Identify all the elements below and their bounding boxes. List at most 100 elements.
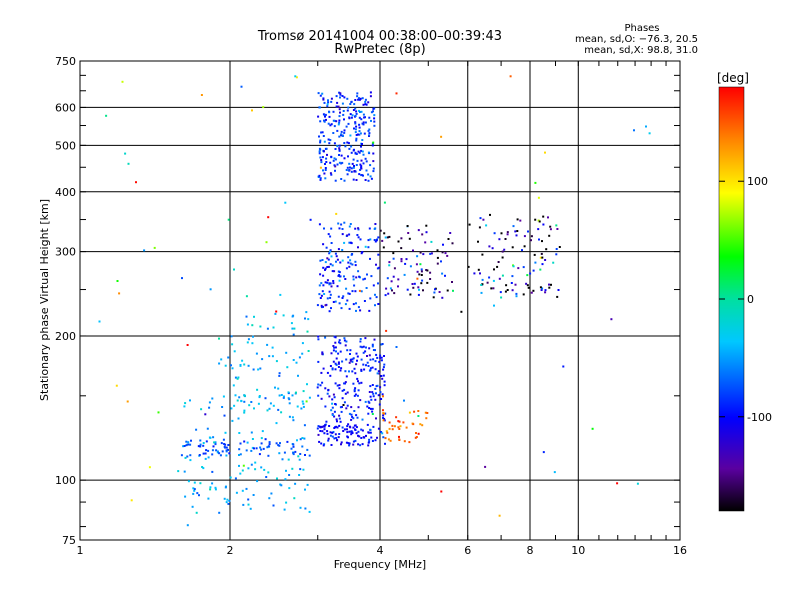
data-point xyxy=(514,230,517,233)
data-point xyxy=(240,85,243,88)
data-point xyxy=(351,162,354,165)
data-point xyxy=(420,282,423,285)
data-point xyxy=(328,252,331,255)
data-point xyxy=(547,216,549,219)
data-point xyxy=(350,433,353,436)
data-point xyxy=(369,395,372,398)
data-point xyxy=(371,413,374,415)
data-point xyxy=(318,293,321,296)
data-point xyxy=(345,169,348,171)
data-point xyxy=(338,417,341,420)
data-point xyxy=(354,227,357,230)
data-point xyxy=(285,501,288,504)
data-point xyxy=(405,258,408,261)
data-point xyxy=(359,340,362,343)
data-point xyxy=(368,309,371,312)
colorbar-label: [deg] xyxy=(717,71,749,85)
data-point xyxy=(530,235,533,238)
data-point xyxy=(352,303,355,306)
data-point xyxy=(334,362,337,365)
data-point xyxy=(522,266,525,269)
data-point xyxy=(218,337,220,340)
data-point xyxy=(384,294,387,297)
data-point xyxy=(327,233,330,236)
data-point xyxy=(354,264,357,267)
data-point xyxy=(359,132,362,135)
data-point xyxy=(504,238,507,240)
data-point xyxy=(323,101,326,104)
data-point xyxy=(355,112,358,115)
data-point xyxy=(325,147,328,150)
data-point xyxy=(223,414,226,417)
data-point xyxy=(430,240,433,243)
data-point xyxy=(341,228,344,230)
data-point xyxy=(354,128,357,131)
data-point xyxy=(334,403,337,405)
data-point xyxy=(354,107,357,110)
data-point xyxy=(432,296,435,299)
data-point xyxy=(360,159,363,162)
data-point xyxy=(302,402,305,405)
data-point xyxy=(324,163,326,165)
data-point xyxy=(118,292,121,295)
data-point xyxy=(352,382,355,385)
data-point xyxy=(350,145,353,148)
data-point xyxy=(317,335,320,338)
data-point xyxy=(452,289,454,292)
data-point xyxy=(425,417,428,420)
data-point xyxy=(182,445,185,448)
data-point xyxy=(332,159,335,162)
data-point xyxy=(329,434,332,437)
data-point xyxy=(202,452,205,455)
data-point xyxy=(340,223,343,226)
data-point xyxy=(509,75,512,78)
data-point xyxy=(218,452,221,455)
data-point xyxy=(338,121,341,124)
data-point xyxy=(205,449,208,452)
data-point xyxy=(224,446,227,449)
data-point xyxy=(515,292,518,295)
data-point xyxy=(250,431,253,434)
data-point xyxy=(388,261,391,264)
data-point xyxy=(332,132,335,134)
data-point xyxy=(223,443,226,445)
data-point xyxy=(424,241,427,244)
data-point xyxy=(345,340,348,343)
data-point xyxy=(275,422,278,425)
data-point xyxy=(248,404,251,407)
data-point xyxy=(477,268,480,271)
data-point xyxy=(539,256,542,259)
data-point xyxy=(382,368,385,371)
data-point xyxy=(501,256,504,259)
data-point xyxy=(377,236,380,239)
data-point xyxy=(371,384,374,386)
data-point xyxy=(189,443,192,446)
data-point xyxy=(352,109,355,111)
data-point xyxy=(357,380,359,383)
data-point xyxy=(183,470,186,473)
data-point xyxy=(383,232,386,235)
data-point xyxy=(209,288,212,291)
data-point xyxy=(335,105,338,108)
colorbar-ticks: -100 0 100 xyxy=(719,175,772,424)
data-point xyxy=(220,358,223,361)
data-point xyxy=(326,430,329,433)
data-point xyxy=(368,347,371,350)
data-point xyxy=(243,440,246,443)
data-point xyxy=(385,430,388,433)
data-point xyxy=(591,427,594,430)
data-point xyxy=(295,76,298,79)
data-point xyxy=(335,260,337,263)
data-point xyxy=(326,392,329,395)
data-point xyxy=(252,335,254,338)
data-point xyxy=(350,418,353,421)
data-point xyxy=(308,510,311,513)
data-point xyxy=(290,322,293,325)
data-point xyxy=(355,164,358,166)
y-tick-label: 200 xyxy=(55,330,76,343)
data-point xyxy=(365,346,367,349)
data-point xyxy=(364,98,367,101)
phase-info-heading: Phases xyxy=(624,23,659,34)
data-point xyxy=(348,442,351,445)
data-point xyxy=(358,98,361,101)
